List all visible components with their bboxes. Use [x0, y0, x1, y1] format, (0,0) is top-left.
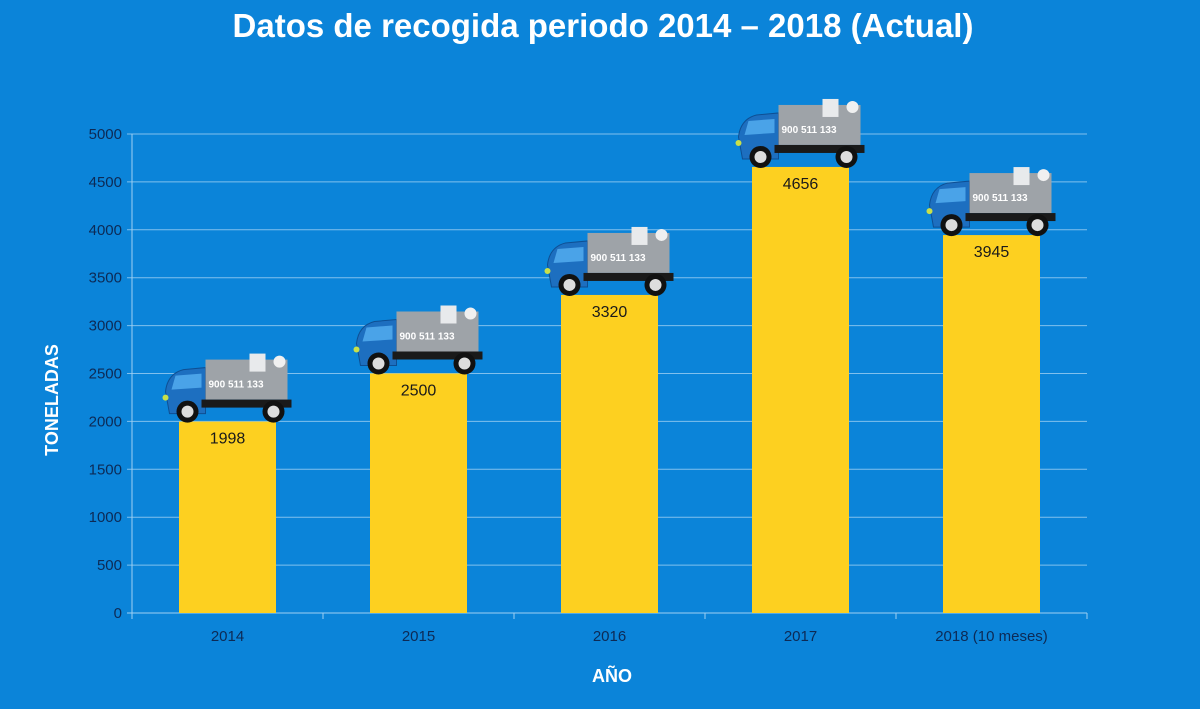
data-label: 4656 [783, 176, 819, 193]
y-tick-label: 1000 [89, 509, 122, 526]
y-tick-label: 4500 [89, 174, 122, 191]
bar [179, 421, 276, 613]
truck-icon: 900 511 133 [353, 305, 483, 375]
truck-cargo [396, 311, 479, 352]
truck-hubcap [458, 357, 471, 370]
truck-hubcap [267, 405, 280, 418]
truck-window [362, 325, 393, 342]
bar [370, 373, 467, 613]
bar [752, 166, 849, 613]
truck-logo-text: 900 511 133 [209, 380, 264, 391]
truck-window [171, 373, 202, 390]
truck-cargo [587, 232, 670, 273]
y-tick-label: 5000 [89, 126, 122, 143]
x-tick-label: 2016 [593, 628, 626, 645]
x-tick-label: 2015 [402, 628, 435, 645]
truck-logo-text: 900 511 133 [782, 125, 837, 136]
y-tick-label: 4000 [89, 222, 122, 239]
truck-icon: 900 511 133 [926, 167, 1056, 237]
truck-chassis [392, 351, 483, 360]
truck-light [926, 208, 933, 215]
truck-icon: 900 511 133 [544, 226, 674, 296]
truck-light [544, 267, 551, 274]
truck-cargo [205, 359, 288, 400]
truck-hubcap [563, 278, 576, 291]
truck-logo-text: 900 511 133 [973, 193, 1028, 204]
y-tick-label: 1500 [89, 461, 122, 478]
truck-light [735, 139, 742, 146]
truck-window [935, 187, 966, 204]
truck-load [822, 98, 839, 117]
truck-load [440, 305, 457, 324]
y-axis-ticks: 0 500 1000 1500 2000 2500 3000 3500 4000 4500 5000 [89, 126, 122, 622]
truck-load [1037, 169, 1050, 182]
truck-load [464, 307, 477, 320]
truck-chassis [583, 272, 674, 281]
y-tick-label: 0 [114, 605, 122, 622]
bars: 1998 900 511 133 2500 900 511 133 3320 900 51… [162, 98, 1056, 613]
truck-load [1013, 167, 1030, 186]
truck-logo-text: 900 511 133 [400, 332, 455, 343]
truck-window [553, 246, 584, 263]
truck-cargo [969, 173, 1052, 214]
data-label: 1998 [210, 431, 246, 448]
x-tick-label: 2014 [211, 628, 244, 645]
truck-chassis [774, 144, 865, 153]
y-tick-label: 3000 [89, 318, 122, 335]
bar [943, 235, 1040, 613]
y-tick-label: 3500 [89, 270, 122, 287]
truck-load [631, 226, 648, 245]
x-tick-label: 2018 (10 meses) [935, 628, 1048, 645]
truck-load [655, 228, 668, 241]
y-tick-label: 2500 [89, 366, 122, 383]
x-axis-label: AÑO [592, 665, 632, 686]
x-tick-label: 2017 [784, 628, 817, 645]
truck-load [249, 353, 266, 372]
truck-hubcap [945, 219, 958, 232]
y-tick-label: 500 [97, 557, 122, 574]
truck-icon: 900 511 133 [735, 98, 865, 168]
truck-hubcap [181, 405, 194, 418]
truck-hubcap [372, 357, 385, 370]
chart-title: Datos de recogida periodo 2014 – 2018 (A… [233, 7, 974, 44]
truck-light [353, 346, 360, 353]
truck-logo-text: 900 511 133 [591, 253, 646, 264]
truck-hubcap [1031, 219, 1044, 232]
y-tick-label: 2000 [89, 413, 122, 430]
data-label: 2500 [401, 383, 437, 400]
truck-cargo [778, 104, 861, 145]
truck-window [744, 118, 775, 135]
truck-icon: 900 511 133 [162, 353, 292, 423]
truck-chassis [201, 399, 292, 408]
data-label: 3320 [592, 304, 628, 321]
truck-hubcap [840, 150, 853, 163]
truck-hubcap [754, 150, 767, 163]
truck-hubcap [649, 278, 662, 291]
truck-load [846, 100, 859, 113]
data-label: 3945 [974, 244, 1010, 261]
y-axis-label: TONELADAS [42, 344, 62, 456]
truck-load [273, 355, 286, 368]
x-axis-ticks: 2014 2015 2016 2017 2018 (10 meses) [211, 628, 1048, 645]
truck-light [162, 394, 169, 401]
truck-chassis [965, 213, 1056, 222]
bar [561, 294, 658, 613]
